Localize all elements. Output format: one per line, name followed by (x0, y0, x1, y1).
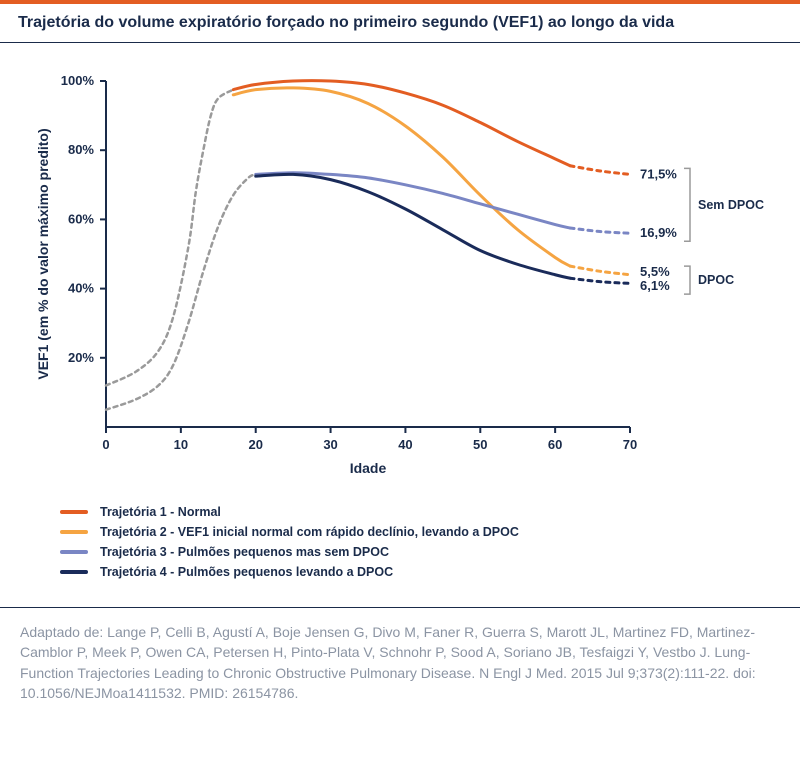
y-axis-label: VEF1 (em % do valor máximo predito) (35, 128, 51, 379)
legend-swatch (60, 570, 88, 574)
legend-label: Trajetória 1 - Normal (100, 505, 221, 519)
figure-container: Trajetória do volume expiratório forçado… (0, 0, 800, 725)
title-bar: Trajetória do volume expiratório forçado… (0, 0, 800, 43)
y-tick-label: 20% (68, 350, 94, 365)
series-t4-solid (256, 174, 570, 278)
x-tick-label: 40 (398, 437, 412, 452)
legend-row-t1: Trajetória 1 - Normal (60, 505, 780, 519)
legend-swatch (60, 510, 88, 514)
x-tick-label: 10 (174, 437, 188, 452)
citation-text: Adaptado de: Lange P, Celli B, Agustí A,… (0, 608, 800, 725)
series-t3-dashed (570, 228, 630, 233)
legend-row-t4: Trajetória 4 - Pulmões pequenos levando … (60, 565, 780, 579)
legend: Trajetória 1 - Normal Trajetória 2 - VEF1… (0, 493, 800, 601)
legend-label: Trajetória 3 - Pulmões pequenos mas sem … (100, 545, 389, 559)
x-tick-label: 60 (548, 437, 562, 452)
x-tick-label: 50 (473, 437, 487, 452)
series-t2-dashed (570, 266, 630, 275)
series-t2-solid (233, 88, 570, 266)
legend-swatch (60, 550, 88, 554)
end-label-t1: 71,5% (640, 166, 677, 181)
legend-row-t3: Trajetória 3 - Pulmões pequenos mas sem … (60, 545, 780, 559)
growth-curve-lower (106, 174, 256, 409)
x-tick-label: 70 (623, 437, 637, 452)
figure-title: Trajetória do volume expiratório forçado… (18, 14, 782, 32)
series-t4-dashed (570, 278, 630, 283)
group-label-sem: Sem DPOC (698, 198, 764, 212)
x-axis-label: Idade (350, 460, 387, 476)
x-tick-label: 30 (323, 437, 337, 452)
legend-row-t2: Trajetória 2 - VEF1 inicial normal com r… (60, 525, 780, 539)
y-tick-label: 100% (61, 73, 95, 88)
end-label-t2: 5,5% (640, 264, 670, 279)
x-tick-label: 0 (102, 437, 109, 452)
group-label-dpoc: DPOC (698, 273, 734, 287)
bracket-sem-dpoc (684, 168, 690, 241)
legend-swatch (60, 530, 88, 534)
end-label-t4: 6,1% (640, 278, 670, 293)
x-tick-label: 20 (248, 437, 262, 452)
legend-label: Trajetória 2 - VEF1 inicial normal com r… (100, 525, 519, 539)
chart-svg: 0 10 20 30 40 50 60 70 Idade 20% 40% 60% 80% 100% VEF1… (20, 63, 780, 483)
y-tick-label: 60% (68, 211, 94, 226)
y-tick-label: 80% (68, 142, 94, 157)
end-label-t3: 16,9% (640, 225, 677, 240)
legend-label: Trajetória 4 - Pulmões pequenos levando … (100, 565, 393, 579)
series-t1-dashed (570, 166, 630, 175)
y-tick-label: 40% (68, 281, 94, 296)
bracket-dpoc (684, 266, 690, 294)
chart-area: 0 10 20 30 40 50 60 70 Idade 20% 40% 60% 80% 100% VEF1… (0, 43, 800, 493)
series-t3-solid (256, 173, 570, 228)
